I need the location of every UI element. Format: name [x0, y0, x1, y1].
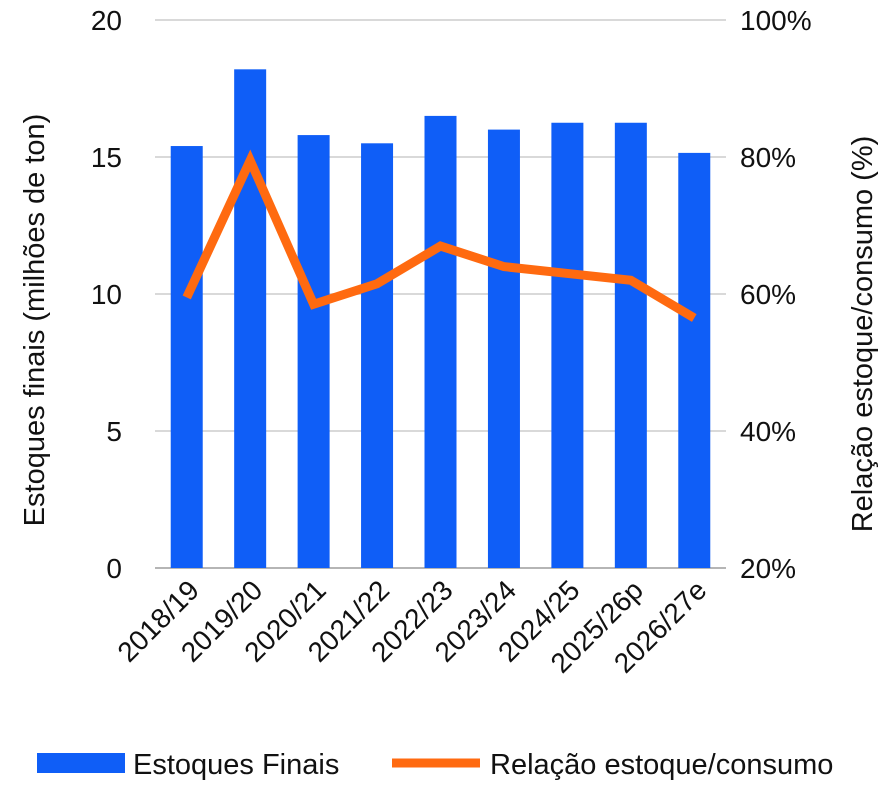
- left-axis-ticks: 0 5 10 15 20: [91, 5, 122, 584]
- legend: Estoques Finais Relação estoque/consumo: [37, 749, 833, 781]
- bar-series: [170, 69, 711, 569]
- y-right-tick-label: 20%: [740, 553, 796, 584]
- y-right-tick-label: 60%: [740, 279, 796, 310]
- bar: [678, 152, 711, 568]
- bar: [424, 115, 457, 569]
- bar: [551, 122, 584, 568]
- y-right-tick-label: 40%: [740, 416, 796, 447]
- y-tick-label: 0: [106, 553, 122, 584]
- legend-line-label: Relação estoque/consumo: [490, 749, 833, 781]
- right-axis-ticks: 20% 40% 60% 80% 100%: [740, 5, 812, 584]
- bar: [487, 129, 520, 568]
- right-axis-title: Relação estoque/consumo (%): [847, 136, 879, 533]
- legend-bar-swatch: [37, 753, 125, 773]
- bar: [361, 143, 394, 569]
- y-right-tick-label: 100%: [740, 5, 812, 36]
- bar: [170, 146, 203, 569]
- y-tick-label: 5: [106, 416, 122, 447]
- legend-bar-label: Estoques Finais: [133, 749, 339, 781]
- y-right-tick-label: 80%: [740, 142, 796, 173]
- bar: [297, 135, 330, 568]
- x-axis-ticks: 2018/192019/202020/212021/222022/232023/…: [111, 574, 712, 679]
- y-tick-label: 15: [91, 142, 122, 173]
- y-tick-label: 20: [91, 5, 122, 36]
- line-series: [182, 149, 697, 322]
- bar: [614, 122, 647, 568]
- bar: [234, 69, 267, 568]
- left-axis-title: Estoques finais (milhões de ton): [19, 114, 51, 527]
- y-tick-label: 10: [91, 279, 122, 310]
